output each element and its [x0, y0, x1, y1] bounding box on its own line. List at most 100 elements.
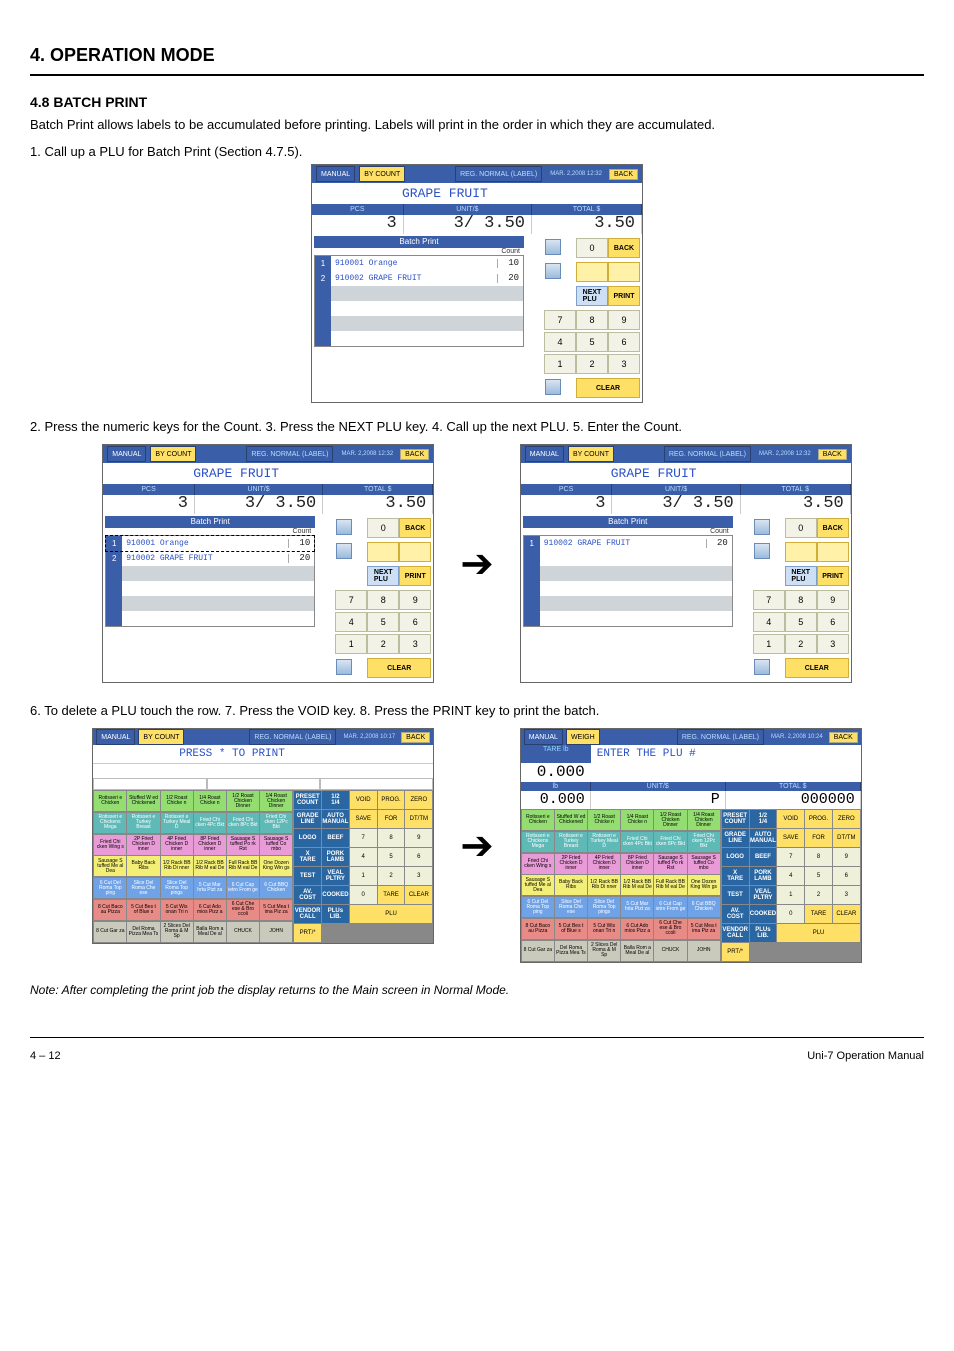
print-button[interactable]: PRINT [399, 566, 431, 586]
scroll-up-icon[interactable] [545, 239, 561, 255]
key-2[interactable]: 2 [367, 634, 399, 654]
preset-key[interactable]: Del Roma Pizza Mea Ts [555, 941, 587, 961]
func-key[interactable]: BEEF [322, 829, 349, 847]
key-8[interactable]: 8 [576, 310, 608, 330]
back-button[interactable]: BACK [401, 732, 430, 743]
preset-key[interactable]: 6 Cut Ado mios Pizz a [621, 919, 653, 939]
func-key[interactable]: VENDOR CALL [294, 905, 321, 923]
preset-key[interactable]: 1/4 Roast Chicke n [621, 810, 653, 830]
back-button[interactable]: BACK [400, 449, 429, 460]
preset-key[interactable]: 6 Cut Cap ietro From ge [654, 897, 686, 917]
tab-by-count[interactable]: BY COUNT [359, 166, 405, 182]
clear-button[interactable]: CLEAR [785, 658, 849, 678]
preset-key[interactable]: Del Roma Pizza Mea Ts [127, 922, 159, 942]
preset-key[interactable]: Sausage S tuffed Po rk Rst [654, 854, 686, 874]
func-key[interactable]: 1/2 1/4 [750, 810, 777, 828]
func-key[interactable]: DT/TM [833, 829, 860, 847]
scroll-end-icon[interactable] [336, 659, 352, 675]
func-key[interactable]: 5 [378, 848, 405, 866]
scroll-down-icon[interactable] [336, 543, 352, 559]
preset-key[interactable]: Rotisseri e Turkey Meal D [588, 832, 620, 852]
preset-key[interactable]: 6 Cut BBQ Chicken [260, 878, 292, 898]
func-key[interactable]: FOR [378, 810, 405, 828]
preset-key[interactable]: 5 Cut Bes t of Blue s [127, 900, 159, 920]
preset-key[interactable]: 1/2 Roast Chicken Dinner [654, 810, 686, 830]
preset-key[interactable]: 6 Cut Che ese & Bro ccoli [227, 900, 259, 920]
preset-key[interactable]: 1/4 Roast Chicken Dinner [260, 791, 292, 811]
preset-key[interactable]: 5 Cut Wis onan Tri n [588, 919, 620, 939]
preset-key[interactable]: 6 Cut Del Roma Top ping [522, 897, 554, 917]
func-key[interactable]: CLEAR [405, 886, 432, 904]
preset-key[interactable]: 5 Cut Wis onan Tri n [161, 900, 193, 920]
func-key[interactable]: TEST [722, 886, 749, 904]
preset-key[interactable]: 1/4 Roast Chicke n [194, 791, 226, 811]
key-1[interactable]: 1 [753, 634, 785, 654]
preset-key[interactable]: 1/2 Rack BB Rib Di nner [161, 856, 193, 876]
key-4[interactable]: 4 [335, 612, 367, 632]
back-button[interactable]: BACK [818, 449, 847, 460]
preset-key[interactable]: Rotisseri e Turkey Breast [127, 813, 159, 833]
key-9[interactable]: 9 [399, 590, 431, 610]
preset-key[interactable]: Fried Chi cken Wing s [94, 835, 126, 855]
func-key[interactable]: 1 [350, 867, 377, 885]
list-item[interactable]: 1 910002 GRAPE FRUIT 20 [524, 536, 732, 551]
key-6[interactable]: 6 [399, 612, 431, 632]
func-key[interactable]: 1/2 1/4 [322, 791, 349, 809]
preset-key[interactable]: 6 Cut Cap ietro From ge [227, 878, 259, 898]
func-key[interactable]: X TARE [294, 848, 321, 866]
func-key[interactable]: 2 [378, 867, 405, 885]
func-key[interactable]: 3 [405, 867, 432, 885]
func-key[interactable]: 3 [833, 886, 860, 904]
preset-key[interactable]: 5 Cut Bes t of Blue s [555, 919, 587, 939]
preset-key[interactable]: 6 Cut Che ese & Bro ccoli [654, 919, 686, 939]
func-key[interactable]: 8 [378, 829, 405, 847]
func-key[interactable]: COOKED [322, 886, 349, 904]
tab-manual[interactable]: MANUAL [316, 166, 355, 182]
preset-key[interactable]: Sausage S tuffed Co mbo [260, 835, 292, 855]
key-3[interactable]: 3 [399, 634, 431, 654]
preset-key[interactable]: 2P Fried Chicken D inner [127, 835, 159, 855]
func-key[interactable]: AUTO MANUAL [750, 829, 777, 847]
func-key[interactable]: 5 [805, 867, 832, 885]
preset-key[interactable]: Baby Back Ribs [127, 856, 159, 876]
back-button[interactable]: BACK [829, 732, 858, 743]
func-key[interactable]: AV. COST [722, 905, 749, 923]
preset-key[interactable]: 2 Slices Del Roma & M Sp [588, 941, 620, 961]
func-key[interactable]: PROG. [378, 791, 405, 809]
print-button[interactable]: PRINT [817, 566, 849, 586]
key-9[interactable]: 9 [817, 590, 849, 610]
preset-key[interactable]: Rotisseri e Chicken [522, 810, 554, 830]
preset-key[interactable]: 8P Fried Chicken D inner [621, 854, 653, 874]
preset-key[interactable]: 5 Cut Mar hrta Pizt za [621, 897, 653, 917]
key-6[interactable]: 6 [817, 612, 849, 632]
preset-key[interactable]: Fried Chi cken Wing s [522, 854, 554, 874]
func-key[interactable]: SAVE [777, 829, 804, 847]
func-key[interactable]: LOGO [722, 848, 749, 866]
preset-key[interactable]: Fried Chi cken 12Pc Bkt [260, 813, 292, 833]
preset-key[interactable]: 6 Cut Del Roma Top ping [94, 878, 126, 898]
clear-button[interactable]: CLEAR [367, 658, 431, 678]
preset-key[interactable]: Fried Chi cken 8Pc Bkt [227, 813, 259, 833]
preset-key[interactable]: 2 Slices Del Roma & M Sp [161, 922, 193, 942]
func-key[interactable]: 9 [405, 829, 432, 847]
preset-key[interactable]: Sausage S tuffed Me al Dea [94, 856, 126, 876]
preset-key[interactable]: 5 Cut Mea t ima Piz za [260, 900, 292, 920]
preset-key[interactable]: Slice Del Roma Top pings [161, 878, 193, 898]
key-4[interactable]: 4 [753, 612, 785, 632]
func-key[interactable]: PLU [777, 924, 859, 942]
func-key[interactable]: AV. COST [294, 886, 321, 904]
func-key[interactable]: GRADE LINE [722, 829, 749, 847]
func-key[interactable]: LOGO [294, 829, 321, 847]
func-key[interactable]: PLU [350, 905, 432, 923]
func-key[interactable]: PRESET COUNT [294, 791, 321, 809]
func-key[interactable]: 9 [833, 848, 860, 866]
func-key[interactable]: ZERO [405, 791, 432, 809]
func-key[interactable]: 7 [350, 829, 377, 847]
preset-key[interactable]: Full Rack BB Rib M eal De [227, 856, 259, 876]
preset-key[interactable]: 1/2 Rack BB Rib M eal De [194, 856, 226, 876]
preset-key[interactable]: Slice Del Roma Che ese [555, 897, 587, 917]
func-key[interactable]: GRADE LINE [294, 810, 321, 828]
preset-key[interactable]: JOHN [688, 941, 720, 961]
func-key[interactable]: PRESET COUNT [722, 810, 749, 828]
func-key[interactable]: DT/TM [405, 810, 432, 828]
